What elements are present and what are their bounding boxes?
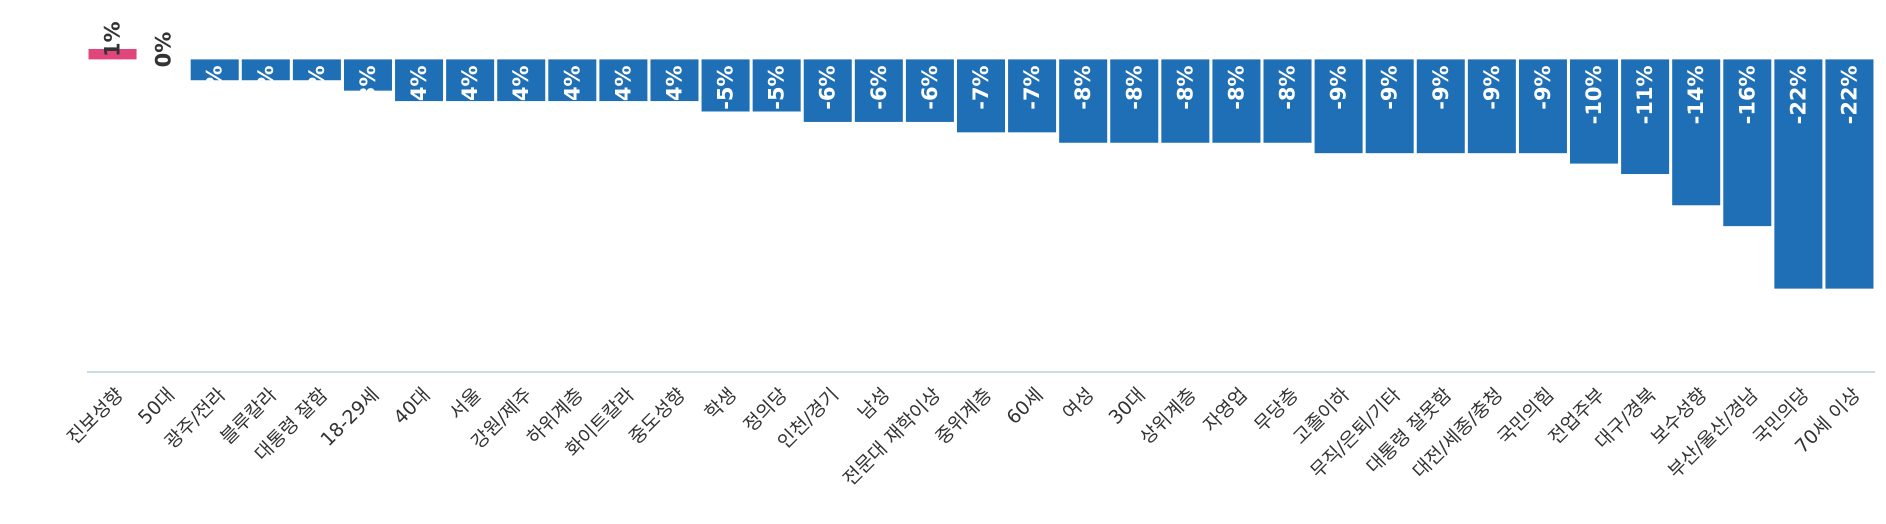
- bar: [548, 59, 597, 102]
- bar: [1110, 59, 1159, 143]
- value-label: -9%: [1378, 65, 1402, 109]
- value-label: 1%: [101, 21, 125, 57]
- x-tick-label: 자영업: [1199, 384, 1252, 437]
- bar: [1518, 59, 1567, 154]
- value-label: -4%: [407, 65, 431, 109]
- bar: [1212, 59, 1261, 143]
- bar: [599, 59, 648, 102]
- bar: [241, 59, 290, 81]
- bar: [343, 59, 392, 91]
- value-label: -4%: [662, 65, 686, 109]
- bar: [752, 59, 801, 112]
- value-label: -22%: [1837, 65, 1861, 124]
- bar: [190, 59, 239, 81]
- value-label: -2%: [203, 65, 227, 109]
- value-label: -6%: [816, 65, 840, 109]
- bar: [395, 59, 444, 102]
- value-label: -9%: [1327, 65, 1351, 109]
- bar: [1774, 59, 1823, 289]
- bar: [650, 59, 699, 102]
- value-label: -9%: [1429, 65, 1453, 109]
- value-label: -8%: [1122, 65, 1146, 109]
- x-tick-label: 서울: [445, 384, 485, 424]
- x-tick-label: 50대: [134, 384, 179, 429]
- bar: [497, 59, 546, 102]
- value-label: -8%: [1276, 65, 1300, 109]
- x-tick-label: 60세: [1002, 384, 1047, 429]
- bar: [1365, 59, 1414, 154]
- x-tick-label: 진보성향: [63, 384, 128, 449]
- bar: [905, 59, 954, 122]
- value-label: -5%: [765, 65, 789, 109]
- value-label: -5%: [714, 65, 738, 109]
- bar: [1825, 59, 1874, 289]
- x-tick-label: 중도성향: [625, 384, 690, 449]
- bar: [1467, 59, 1516, 154]
- value-label: -22%: [1786, 65, 1810, 124]
- value-label: -6%: [918, 65, 942, 109]
- value-label: 0%: [152, 32, 176, 68]
- x-tick-label: 학생: [701, 384, 741, 424]
- value-label: -4%: [458, 65, 482, 109]
- bar: [1008, 59, 1057, 133]
- value-label: -9%: [1531, 65, 1555, 109]
- value-label: -4%: [560, 65, 584, 109]
- bar: [1723, 59, 1772, 227]
- bar: [446, 59, 495, 102]
- value-label: -11%: [1633, 65, 1657, 124]
- bar: [88, 48, 137, 60]
- value-label: -2%: [254, 65, 278, 109]
- bar: [1059, 59, 1108, 143]
- value-label: -2%: [305, 65, 329, 109]
- bar: [803, 59, 852, 122]
- x-tick-label: 30대: [1105, 384, 1150, 429]
- value-label: -14%: [1684, 65, 1708, 124]
- value-label: -4%: [509, 65, 533, 109]
- value-label: -8%: [1071, 65, 1095, 109]
- value-label: -16%: [1735, 65, 1759, 124]
- bar: [1161, 59, 1210, 143]
- value-label: -7%: [969, 65, 993, 109]
- x-tick-label: 40대: [389, 384, 434, 429]
- bar: [956, 59, 1006, 133]
- bar: [1314, 59, 1363, 154]
- value-label: -10%: [1582, 65, 1606, 124]
- value-label: -8%: [1173, 65, 1197, 109]
- bar: [292, 59, 341, 81]
- value-label: -6%: [867, 65, 891, 109]
- bar: [1672, 59, 1721, 206]
- value-label: -7%: [1020, 65, 1044, 109]
- x-tick-label: 여성: [1058, 384, 1098, 424]
- x-tick-label: 상위계층: [1136, 384, 1201, 449]
- value-label: -9%: [1480, 65, 1504, 109]
- value-label: -8%: [1224, 65, 1248, 109]
- bar: [854, 59, 903, 122]
- value-label: -4%: [611, 65, 635, 109]
- x-tick-label: 중위계층: [931, 384, 996, 449]
- x-tick-label: 국민의힘: [1493, 384, 1558, 449]
- bar: [1416, 59, 1465, 154]
- x-tick-label: 남성: [854, 384, 894, 424]
- bar: [1263, 59, 1312, 143]
- value-label: -3%: [356, 65, 380, 109]
- bar: [701, 59, 750, 112]
- bar: [1570, 59, 1619, 164]
- bar: [1621, 59, 1670, 175]
